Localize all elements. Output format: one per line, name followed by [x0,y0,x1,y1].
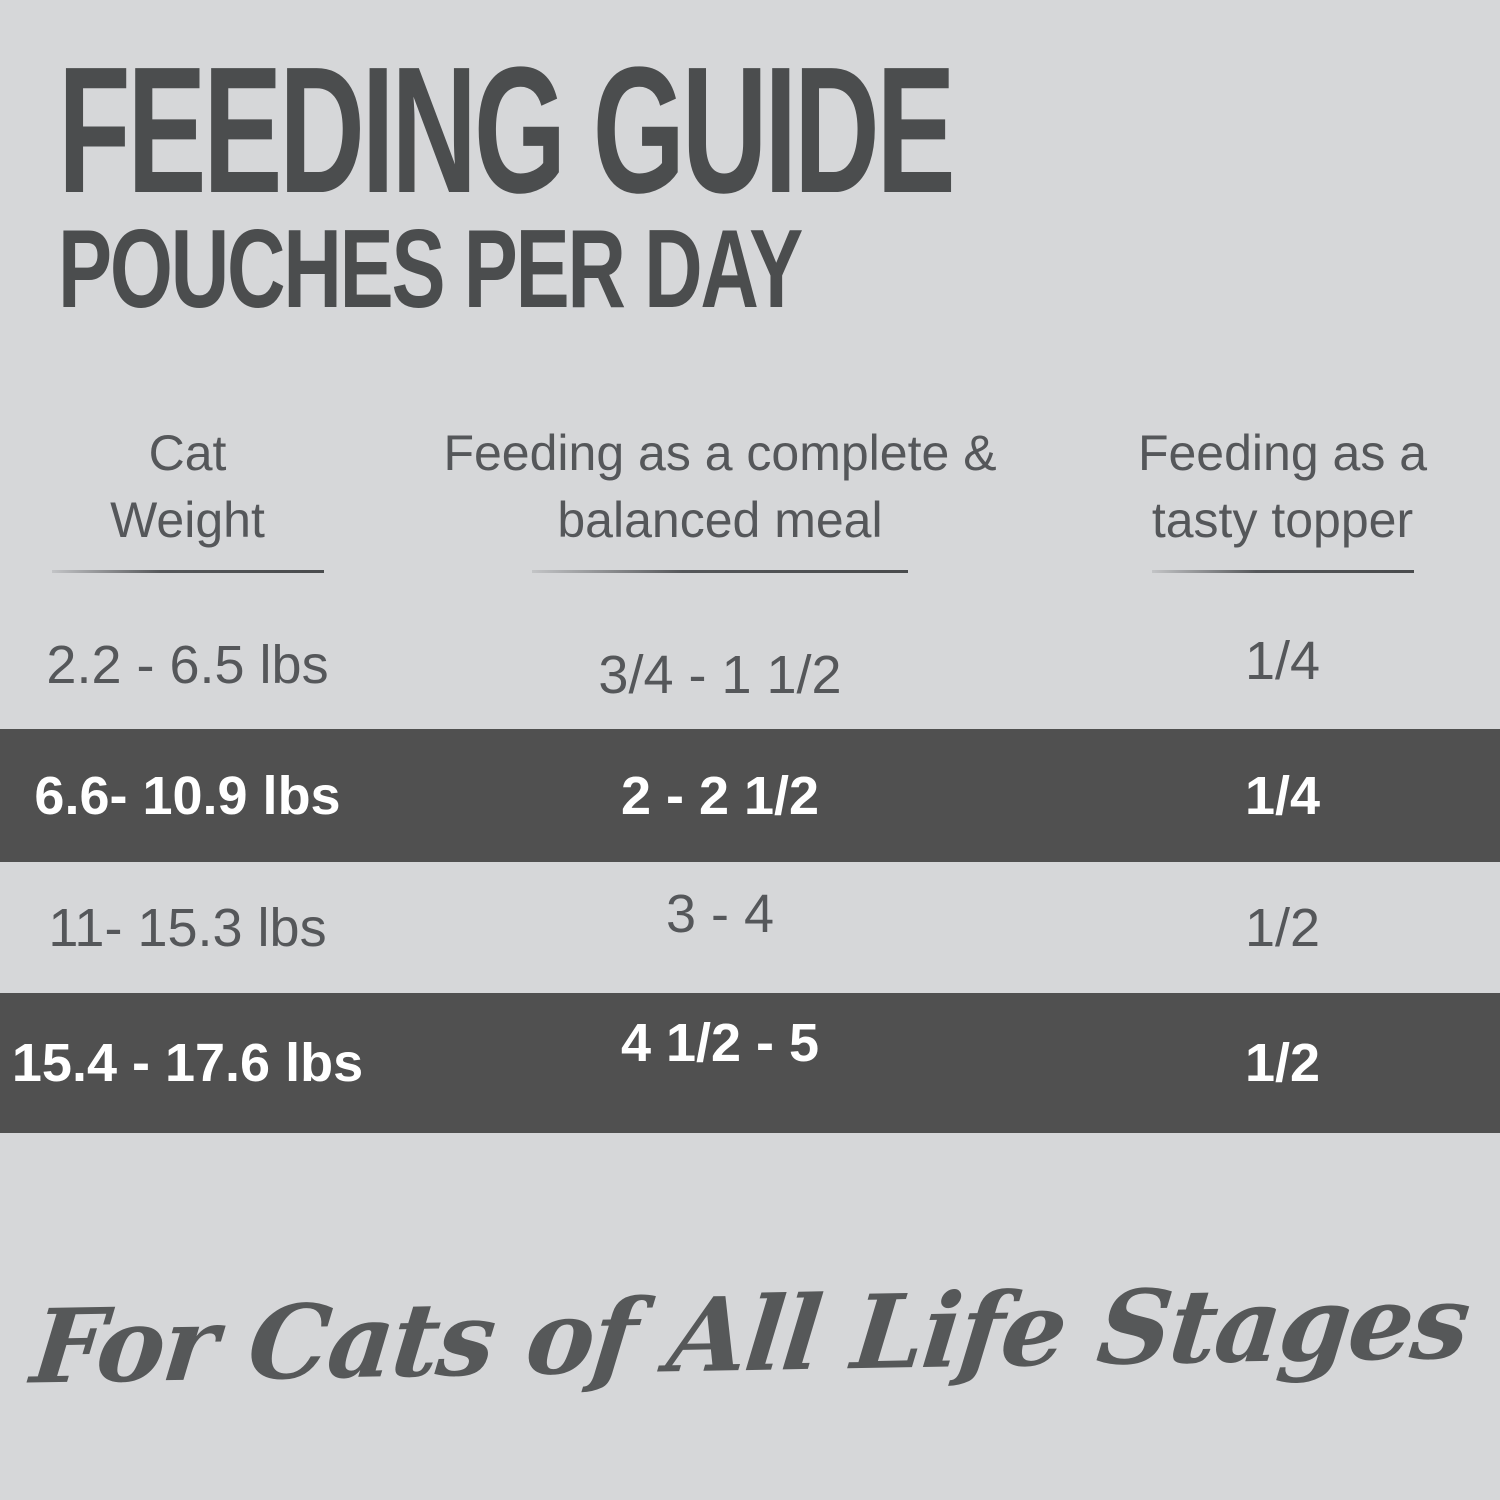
column-header-line: Feeding as a [1137,425,1428,481]
cat-weight-value: 11- 15.3 lbs [48,897,327,958]
column-header-line: Cat [148,425,227,481]
table-row-highlighted: 15.4 - 17.6 lbs 4 1/2 - 5 1/2 [0,993,1500,1133]
header-underline [532,570,908,573]
column-header-tasty-topper: Feeding as a tasty topper [1065,420,1500,573]
complete-meal-value: 3/4 - 1 1/2 [598,644,842,705]
cat-weight-value: 15.4 - 17.6 lbs [11,1033,364,1093]
page-subtitle: POUCHES PER DAY [58,207,803,331]
complete-meal-value: 4 1/2 - 5 [620,1013,820,1073]
complete-meal-value: 3 - 4 [665,883,775,944]
column-header-cat-weight: Cat Weight [0,420,375,573]
header-underline [1151,570,1414,573]
column-header-line: tasty topper [1151,492,1414,548]
column-header-line: Weight [110,492,265,548]
table-row: 2.2 - 6.5 lbs 3/4 - 1 1/2 1/4 [0,600,1500,729]
header-underline [51,570,324,573]
table-row: 11- 15.3 lbs 3 - 4 1/2 [0,862,1500,993]
column-header-line: balanced meal [557,492,883,548]
cat-weight-value: 6.6- 10.9 lbs [34,765,341,826]
cat-weight-value: 2.2 - 6.5 lbs [46,634,329,695]
tasty-topper-value: 1/2 [1244,897,1321,958]
column-header-line: Feeding as a complete & [443,425,997,481]
column-header-complete-meal: Feeding as a complete & balanced meal [375,420,1065,573]
tasty-topper-value: 1/4 [1244,765,1321,826]
tasty-topper-value: 1/4 [1244,630,1321,691]
table-row-highlighted: 6.6- 10.9 lbs 2 - 2 1/2 1/4 [0,729,1500,862]
tagline-script: For Cats of All Life Stages [26,1262,1474,1408]
table-header-row: Cat Weight Feeding as a complete & balan… [0,420,1500,590]
page-title: FEEDING GUIDE [58,30,956,231]
complete-meal-value: 2 - 2 1/2 [620,765,820,826]
tasty-topper-value: 1/2 [1244,1033,1321,1093]
